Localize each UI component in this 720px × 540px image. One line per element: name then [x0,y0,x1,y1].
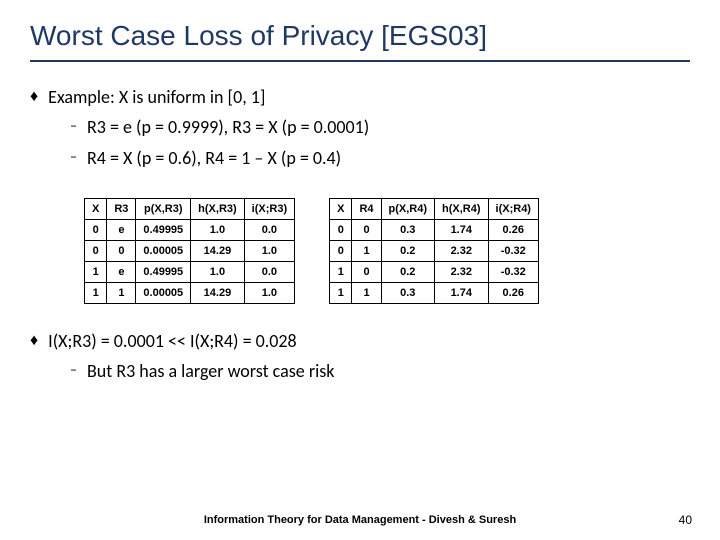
table-row: 000.31.740.26 [330,220,539,241]
table-cell: 1 [85,283,107,304]
content-bullets-2: ♦ I(X;R3) = 0.0001 << I(X;R4) = 0.028 – … [30,330,690,385]
bullet-1a: – R3 = e (p = 0.9999), R3 = X (p = 0.000… [70,114,690,141]
bullet-1a-text: R3 = e (p = 0.9999), R3 = X (p = 0.0001) [87,114,369,141]
table-row: 0e0.499951.00.0 [85,220,295,241]
dash-icon: – [70,145,77,169]
table-cell: 0.3 [381,220,435,241]
table-cell: 1 [330,262,352,283]
table-cell: 1 [352,241,381,262]
table-cell: 1.74 [435,220,489,241]
table-row: 100.22.32-0.32 [330,262,539,283]
table-cell: 0.26 [488,220,538,241]
table-row: 110.31.740.26 [330,283,539,304]
table-row: 1e0.499951.00.0 [85,262,295,283]
table-cell: 0 [330,241,352,262]
table-cell: -0.32 [488,241,538,262]
table-cell: 2.32 [435,241,489,262]
table-cell: 0.2 [381,241,435,262]
table-cell: 1 [330,283,352,304]
table-row: 010.22.32-0.32 [330,241,539,262]
table-cell: 2.32 [435,262,489,283]
bullet-2a-text: But R3 has a larger worst case risk [87,358,334,385]
table-header: R4 [352,199,381,220]
table-header: p(X,R3) [136,199,191,220]
table-row: 000.0000514.291.0 [85,241,295,262]
table-cell: 14.29 [191,241,245,262]
table-cell: 1.0 [191,220,245,241]
bullet-1b: – R4 = X (p = 0.6), R4 = 1 – X (p = 0.4) [70,145,690,172]
dash-icon: – [70,358,77,382]
table-header: R3 [107,199,136,220]
bullet-1b-text: R4 = X (p = 0.6), R4 = 1 – X (p = 0.4) [87,145,341,172]
table-row: 110.0000514.291.0 [85,283,295,304]
table-cell: 1.0 [191,262,245,283]
table-cell: 0.3 [381,283,435,304]
table-cell: 0.00005 [136,283,191,304]
table-cell: 0 [107,241,136,262]
bullet-2: ♦ I(X;R3) = 0.0001 << I(X;R4) = 0.028 [30,330,690,352]
diamond-icon: ♦ [30,330,38,352]
table-cell: 0.26 [488,283,538,304]
table-cell: e [107,262,136,283]
table-cell: 0.0 [244,220,294,241]
table-cell: 1 [107,283,136,304]
table-cell: 1 [352,283,381,304]
table-cell: 0.00005 [136,241,191,262]
diamond-icon: ♦ [30,86,38,108]
table-header: i(X;R4) [488,199,538,220]
table-header: h(X,R4) [435,199,489,220]
table-cell: 0.0 [244,262,294,283]
table-header: h(X,R3) [191,199,245,220]
table-cell: 0 [85,220,107,241]
table-right: XR4p(X,R4)h(X,R4)i(X;R4)000.31.740.26010… [329,198,539,304]
table-cell: 0 [85,241,107,262]
table-cell: 0 [352,262,381,283]
bullet-1-text: Example: X is uniform in [0, 1] [48,86,265,108]
footer-text: Information Theory for Data Management -… [204,514,516,526]
slide-title: Worst Case Loss of Privacy [EGS03] [30,20,690,52]
table-header: X [85,199,107,220]
table-cell: 14.29 [191,283,245,304]
title-underline [30,60,690,62]
table-cell: 0 [352,220,381,241]
table-cell: -0.32 [488,262,538,283]
slide-footer: Information Theory for Data Management -… [0,514,720,526]
content-bullets: ♦ Example: X is uniform in [0, 1] – R3 =… [30,86,690,172]
bullet-1: ♦ Example: X is uniform in [0, 1] [30,86,690,108]
dash-icon: – [70,114,77,138]
tables-container: XR3p(X,R3)h(X,R3)i(X;R3)0e0.499951.00.00… [84,198,690,304]
bullet-2-text: I(X;R3) = 0.0001 << I(X;R4) = 0.028 [48,330,296,352]
table-cell: 1.0 [244,241,294,262]
table-cell: 1.0 [244,283,294,304]
table-cell: 0.49995 [136,220,191,241]
page-number: 40 [679,513,692,527]
bullet-2a: – But R3 has a larger worst case risk [70,358,690,385]
table-cell: 0 [330,220,352,241]
table-cell: 1.74 [435,283,489,304]
table-cell: 0.49995 [136,262,191,283]
table-cell: 1 [85,262,107,283]
table-header: i(X;R3) [244,199,294,220]
table-header: p(X,R4) [381,199,435,220]
table-cell: 0.2 [381,262,435,283]
table-header: X [330,199,352,220]
table-cell: e [107,220,136,241]
table-left: XR3p(X,R3)h(X,R3)i(X;R3)0e0.499951.00.00… [84,198,295,304]
